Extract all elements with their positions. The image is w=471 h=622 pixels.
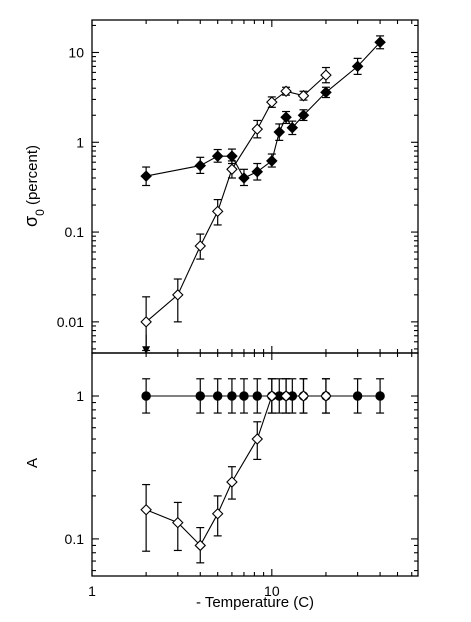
y-tick-label: 0.1 (65, 531, 85, 547)
top-y-axis-title: σ0 (percent) (21, 145, 47, 227)
data-point-open-diamond (172, 516, 184, 529)
data-point-open-diamond (280, 85, 292, 98)
data-point-filled-diamond (351, 60, 364, 73)
y-tick-label: 0.1 (65, 224, 85, 240)
data-point-open-diamond (211, 205, 224, 218)
series-2-line (145, 74, 327, 323)
data-point-filled-diamond (297, 109, 310, 122)
y-tick-label: 0.01 (57, 314, 84, 330)
data-point-open-diamond (251, 433, 264, 445)
data-point-open-diamond (251, 123, 264, 135)
data-point-filled-circle (227, 391, 237, 401)
top-y-ticks: 0.01 0.1 1 10 (57, 20, 418, 353)
data-point-filled-diamond (266, 155, 278, 167)
bottom-panel-frame (91, 352, 419, 577)
data-point-filled-diamond (273, 126, 286, 138)
data-point-open-diamond (211, 507, 224, 520)
data-point-filled-diamond (226, 150, 238, 162)
data-point-open-diamond (226, 163, 238, 176)
data-point-filled-circle (212, 391, 223, 401)
upper-limit-arrow-head (142, 346, 151, 355)
data-point-filled-circle (195, 391, 206, 401)
data-point-open-diamond (140, 503, 152, 516)
y-tick-label: 1 (76, 134, 84, 150)
data-point-open-diamond (172, 289, 184, 301)
data-point-filled-diamond (238, 172, 250, 184)
data-point-open-diamond (140, 316, 152, 328)
data-point-filled-diamond (251, 165, 264, 178)
data-point-filled-diamond (286, 122, 299, 134)
bottom-y-ticks: 0.11 (65, 352, 418, 572)
bottom-markers (140, 390, 385, 552)
data-point-filled-diamond (374, 36, 386, 49)
data-point-filled-circle (239, 391, 249, 401)
bottom-x-ticks: 1 10 (88, 353, 413, 599)
x-tick-label: 1 (88, 583, 96, 599)
data-point-open-diamond (226, 476, 238, 488)
bottom-panel: 0.11 1 10 A - Temperature (C) (24, 352, 419, 611)
data-point-open-diamond (266, 390, 278, 402)
top-annotations (142, 334, 151, 355)
data-point-filled-circle (252, 391, 263, 401)
y-tick-label: 10 (68, 44, 84, 60)
y-tick-label: 1 (76, 388, 84, 404)
top-markers (140, 36, 386, 328)
data-point-filled-diamond (211, 150, 224, 162)
data-point-filled-diamond (320, 86, 332, 99)
data-point-filled-circle (352, 391, 363, 401)
data-point-filled-circle (141, 391, 151, 401)
data-point-open-diamond (266, 96, 278, 108)
data-point-open-diamond (194, 240, 207, 252)
top-series-lines (145, 41, 381, 323)
data-point-filled-diamond (140, 170, 152, 182)
x-tick-label: 10 (264, 583, 280, 599)
data-point-filled-diamond (194, 159, 207, 172)
x-axis-title: - Temperature (C) (196, 594, 314, 611)
top-panel: 0.01 0.1 1 10 σ0 (percent) (21, 19, 419, 355)
data-point-filled-circle (375, 391, 385, 401)
data-point-filled-diamond (280, 111, 292, 124)
data-point-open-diamond (194, 539, 207, 552)
top-error-bars (142, 35, 385, 352)
top-panel-frame (91, 19, 419, 354)
data-point-open-diamond (280, 390, 292, 402)
data-point-open-diamond (297, 390, 310, 402)
bottom-y-axis-title: A (24, 458, 41, 468)
data-point-open-diamond (297, 89, 310, 102)
data-point-open-diamond (320, 390, 332, 402)
bottom-error-bars (142, 378, 385, 564)
data-point-open-diamond (320, 69, 332, 81)
series-1-line (145, 41, 381, 179)
